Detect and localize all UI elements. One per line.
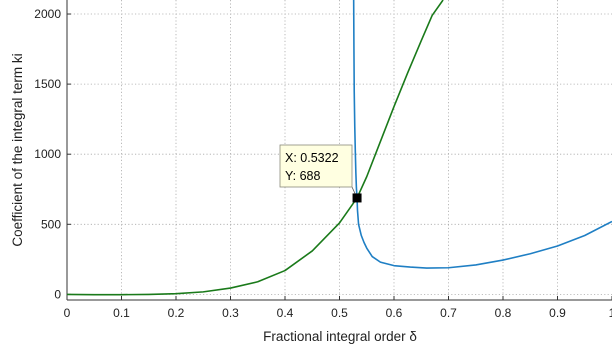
series-line-2 [67, 0, 444, 296]
x-tick-label: 1 [609, 306, 612, 320]
x-tick-label: 0.9 [549, 306, 566, 320]
x-tick-label: 0.6 [386, 306, 403, 320]
x-tick-label: 0.1 [113, 306, 130, 320]
x-tick-label: 0.3 [222, 306, 239, 320]
x-tick-label: 0.5 [331, 306, 348, 320]
x-tick-label: 0.7 [440, 306, 457, 320]
y-tick-label: 0 [54, 287, 61, 301]
datatip[interactable]: X: 0.5322 Y: 688 [279, 144, 362, 203]
y-tick-label: 1000 [34, 147, 61, 161]
x-tick-label: 0.2 [168, 306, 185, 320]
datatip-y-text: Y: 688 [285, 169, 320, 183]
datatip-x-text: X: 0.5322 [285, 151, 339, 165]
y-tick-label: 2000 [34, 7, 61, 21]
y-tick-label: 500 [41, 217, 61, 231]
series-line-1 [352, 0, 612, 269]
x-tick-label: 0.8 [495, 306, 512, 320]
y-axis-title: Coefficient of the integral term ki [10, 53, 25, 246]
datatip-marker [352, 193, 362, 203]
y-tick-label: 1500 [34, 77, 61, 91]
x-axis-title: Fractional integral order δ [263, 329, 417, 344]
x-tick-label: 0 [64, 306, 71, 320]
axis-ticks: 0 0.1 0.2 0.3 0.4 0.5 0.6 0.7 0.8 0.9 1 0 500 1000 150… [34, 7, 612, 320]
series-layer [67, 0, 612, 296]
x-tick-label: 0.4 [277, 306, 294, 320]
datatip-box [279, 144, 353, 188]
